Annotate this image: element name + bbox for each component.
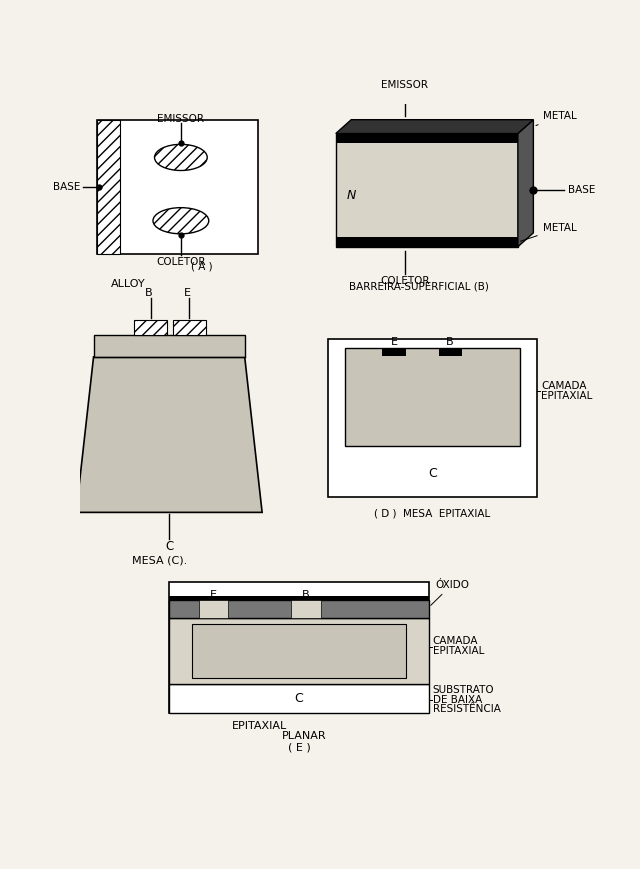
Text: EMISSOR: EMISSOR — [157, 114, 204, 124]
Bar — [169, 581, 429, 713]
Text: CAMADA: CAMADA — [541, 381, 587, 391]
Text: ( E ): ( E ) — [287, 743, 310, 753]
Text: COLETOR: COLETOR — [380, 275, 429, 286]
Bar — [336, 134, 518, 143]
Bar — [169, 596, 429, 600]
Text: ALLOY: ALLOY — [111, 279, 145, 289]
Text: E: E — [210, 589, 217, 600]
Bar — [336, 237, 518, 247]
Text: CAMADA: CAMADA — [433, 636, 478, 647]
Text: ( D )  MESA  EPITAXIAL: ( D ) MESA EPITAXIAL — [374, 509, 491, 519]
Text: E: E — [390, 337, 397, 348]
Bar — [173, 320, 205, 335]
Text: RESISTÊNCIA: RESISTÊNCIA — [433, 704, 500, 714]
Text: EPITAXIAL: EPITAXIAL — [541, 391, 593, 401]
Text: B: B — [302, 589, 310, 600]
Text: N: N — [347, 189, 356, 202]
Text: C: C — [294, 692, 303, 705]
Text: C: C — [165, 540, 173, 553]
Text: C: C — [428, 467, 437, 480]
Text: PLANAR: PLANAR — [282, 731, 326, 740]
Text: E: E — [184, 288, 191, 298]
Ellipse shape — [153, 208, 209, 234]
Bar — [198, 600, 228, 619]
Bar — [438, 348, 462, 356]
Text: METAL: METAL — [520, 223, 577, 242]
Text: MESA (C).: MESA (C). — [132, 555, 188, 565]
Bar — [328, 339, 537, 497]
Polygon shape — [76, 357, 262, 513]
Text: DE BAIXA: DE BAIXA — [433, 694, 482, 705]
Bar — [169, 600, 429, 619]
Bar — [169, 619, 429, 684]
Text: ÓXIDO: ÓXIDO — [431, 580, 469, 606]
Bar — [383, 348, 406, 356]
Text: SUBSTRATO: SUBSTRATO — [433, 686, 494, 695]
Text: COLETOR: COLETOR — [156, 256, 205, 267]
Text: B: B — [446, 337, 454, 348]
Text: BASE: BASE — [568, 185, 596, 196]
Text: EPITAXIAL: EPITAXIAL — [232, 721, 287, 732]
Text: BARREIRA-SUPERFICIAL (B): BARREIRA-SUPERFICIAL (B) — [349, 282, 488, 292]
Text: B: B — [145, 288, 153, 298]
Bar — [345, 348, 520, 447]
Text: EMISSOR: EMISSOR — [381, 80, 428, 90]
Text: EPITAXIAL: EPITAXIAL — [433, 647, 484, 656]
Bar — [193, 625, 406, 678]
Polygon shape — [518, 120, 533, 247]
Bar — [336, 134, 518, 247]
Bar — [169, 684, 429, 713]
Bar — [291, 600, 321, 619]
Ellipse shape — [154, 144, 207, 170]
Bar — [97, 120, 120, 255]
Text: METAL: METAL — [536, 111, 577, 125]
Polygon shape — [336, 120, 533, 134]
Bar — [97, 120, 259, 255]
Text: ( A ): ( A ) — [191, 262, 212, 272]
Bar — [93, 335, 244, 357]
Bar — [134, 320, 167, 335]
Text: BASE: BASE — [52, 182, 80, 192]
